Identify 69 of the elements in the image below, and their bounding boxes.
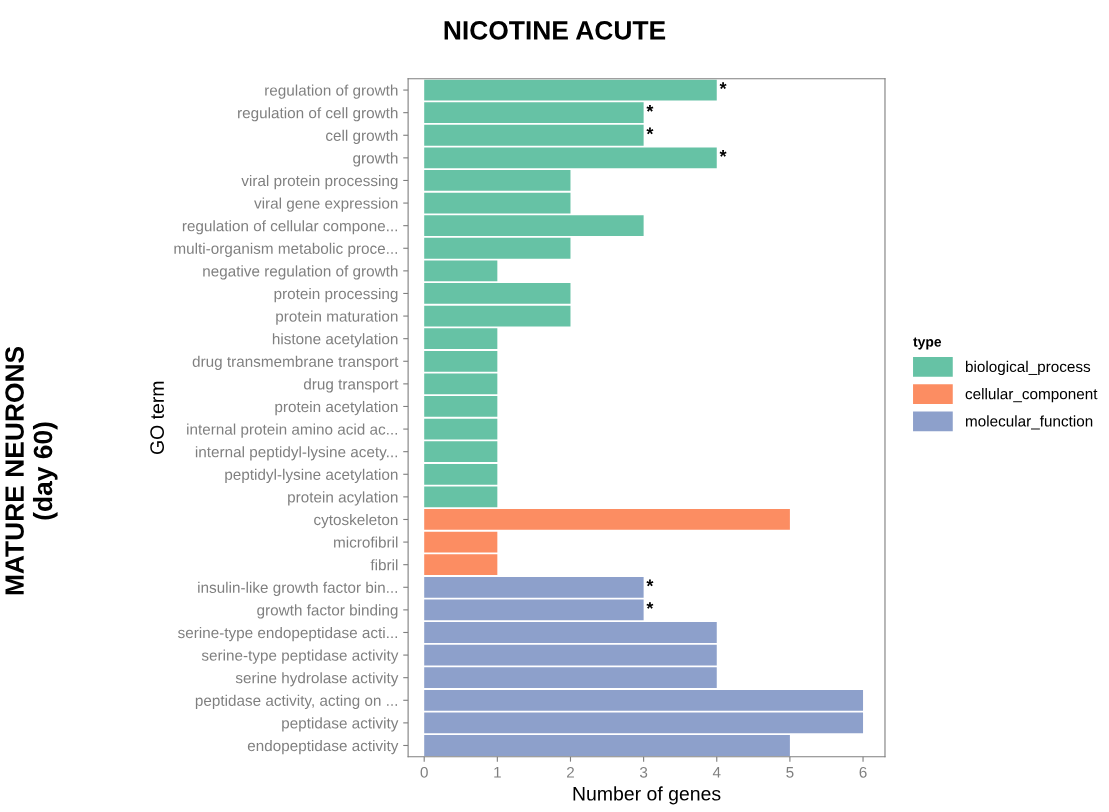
y-tick-label: peptidase activity, acting on ... bbox=[195, 694, 398, 709]
y-tick-label: growth bbox=[353, 152, 398, 167]
data-label: * bbox=[719, 150, 727, 157]
bar bbox=[424, 531, 498, 553]
legend-label: molecular_function bbox=[966, 415, 1093, 430]
data-label: * bbox=[646, 104, 654, 112]
legend-title: type bbox=[913, 337, 942, 350]
bar bbox=[424, 396, 498, 417]
y-tick-label: peptidyl-lysine acetylation bbox=[225, 468, 398, 483]
data-label: * bbox=[646, 602, 654, 609]
data-label: * bbox=[646, 127, 654, 135]
y-tick-label: multi-organism metabolic proce... bbox=[174, 242, 398, 257]
x-tick-label: 6 bbox=[859, 766, 867, 778]
y-tick-label: cell growth bbox=[326, 129, 398, 144]
bar bbox=[424, 170, 571, 191]
y-tick-label: regulation of cell growth bbox=[238, 107, 398, 122]
chart-title: NICOTINE ACUTE bbox=[444, 21, 666, 40]
bar bbox=[424, 305, 571, 327]
legend-label: biological_process bbox=[965, 360, 1091, 376]
x-tick-label: 0 bbox=[420, 766, 428, 778]
x-tick-label: 3 bbox=[639, 766, 648, 778]
bar bbox=[424, 283, 571, 304]
y-tick-label: serine hydrolase activity bbox=[235, 672, 399, 687]
bar bbox=[424, 215, 644, 237]
bar bbox=[424, 622, 717, 643]
bar bbox=[424, 644, 717, 666]
y-tick-label: peptidase activity bbox=[282, 717, 399, 732]
x-axis-title: Number of genes bbox=[573, 786, 721, 805]
y-tick-label: internal peptidyl-lysine acety... bbox=[195, 446, 398, 461]
bar bbox=[424, 441, 498, 463]
bar bbox=[424, 102, 644, 124]
y-tick-label: insulin-like growth factor bin... bbox=[198, 581, 398, 596]
y-tick-label: histone acetylation bbox=[272, 333, 398, 348]
y-tick-label: drug transmembrane transport bbox=[192, 355, 399, 370]
bar bbox=[424, 554, 498, 576]
bar bbox=[424, 735, 790, 756]
x-tick-label: 1 bbox=[494, 767, 501, 778]
x-tick-label: 5 bbox=[786, 767, 794, 778]
y-tick-label: protein acylation bbox=[288, 491, 398, 506]
x-tick-label: 4 bbox=[712, 767, 721, 778]
y-tick-label: regulation of cellular compone... bbox=[182, 220, 398, 235]
y-tick-label: growth factor binding bbox=[257, 604, 398, 619]
bar bbox=[424, 328, 498, 350]
y-tick-label: protein acetylation bbox=[275, 400, 398, 416]
y-tick-label: protein maturation bbox=[276, 310, 398, 325]
y-tick-label: regulation of growth bbox=[265, 84, 398, 99]
y-tick-label: viral protein processing bbox=[241, 174, 398, 190]
data-label: * bbox=[646, 579, 654, 587]
y-tick-label: serine-type endopeptidase acti... bbox=[178, 626, 398, 642]
bar bbox=[424, 79, 717, 101]
y-tick-label: endopeptidase activity bbox=[247, 739, 399, 755]
x-tick-label: 2 bbox=[567, 766, 574, 778]
y-tick-label: drug transport bbox=[303, 378, 399, 393]
legend-label: cellular_component bbox=[965, 388, 1098, 403]
bar bbox=[424, 418, 498, 440]
data-label: * bbox=[719, 82, 727, 90]
y-tick-label: viral gene expression bbox=[254, 197, 398, 212]
text: MATURE NEURONS (day 60) bbox=[5, 346, 58, 595]
y-tick-label: protein processing bbox=[274, 287, 398, 303]
y-axis-title: GO term bbox=[150, 381, 164, 455]
bar bbox=[424, 192, 571, 214]
y-tick-label: internal protein amino acid ac... bbox=[187, 423, 398, 438]
y-tick-label: cytoskeleton bbox=[314, 513, 398, 529]
bar bbox=[424, 667, 717, 689]
y-tick-label: serine-type peptidase activity bbox=[201, 649, 399, 664]
y-tick-label: microfibril bbox=[334, 536, 398, 548]
bar bbox=[424, 509, 790, 530]
y-tick-label: fibril bbox=[370, 559, 398, 571]
y-tick-label: negative regulation of growth bbox=[203, 265, 398, 280]
